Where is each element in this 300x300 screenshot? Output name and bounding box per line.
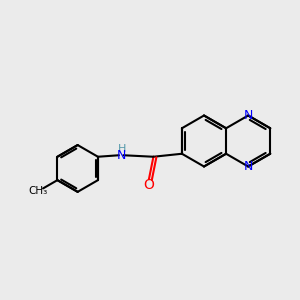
Text: H: H — [118, 144, 126, 154]
Text: CH₃: CH₃ — [28, 186, 47, 197]
Text: N: N — [244, 109, 253, 122]
Text: O: O — [143, 178, 155, 192]
Text: N: N — [117, 149, 127, 162]
Text: N: N — [244, 160, 253, 173]
